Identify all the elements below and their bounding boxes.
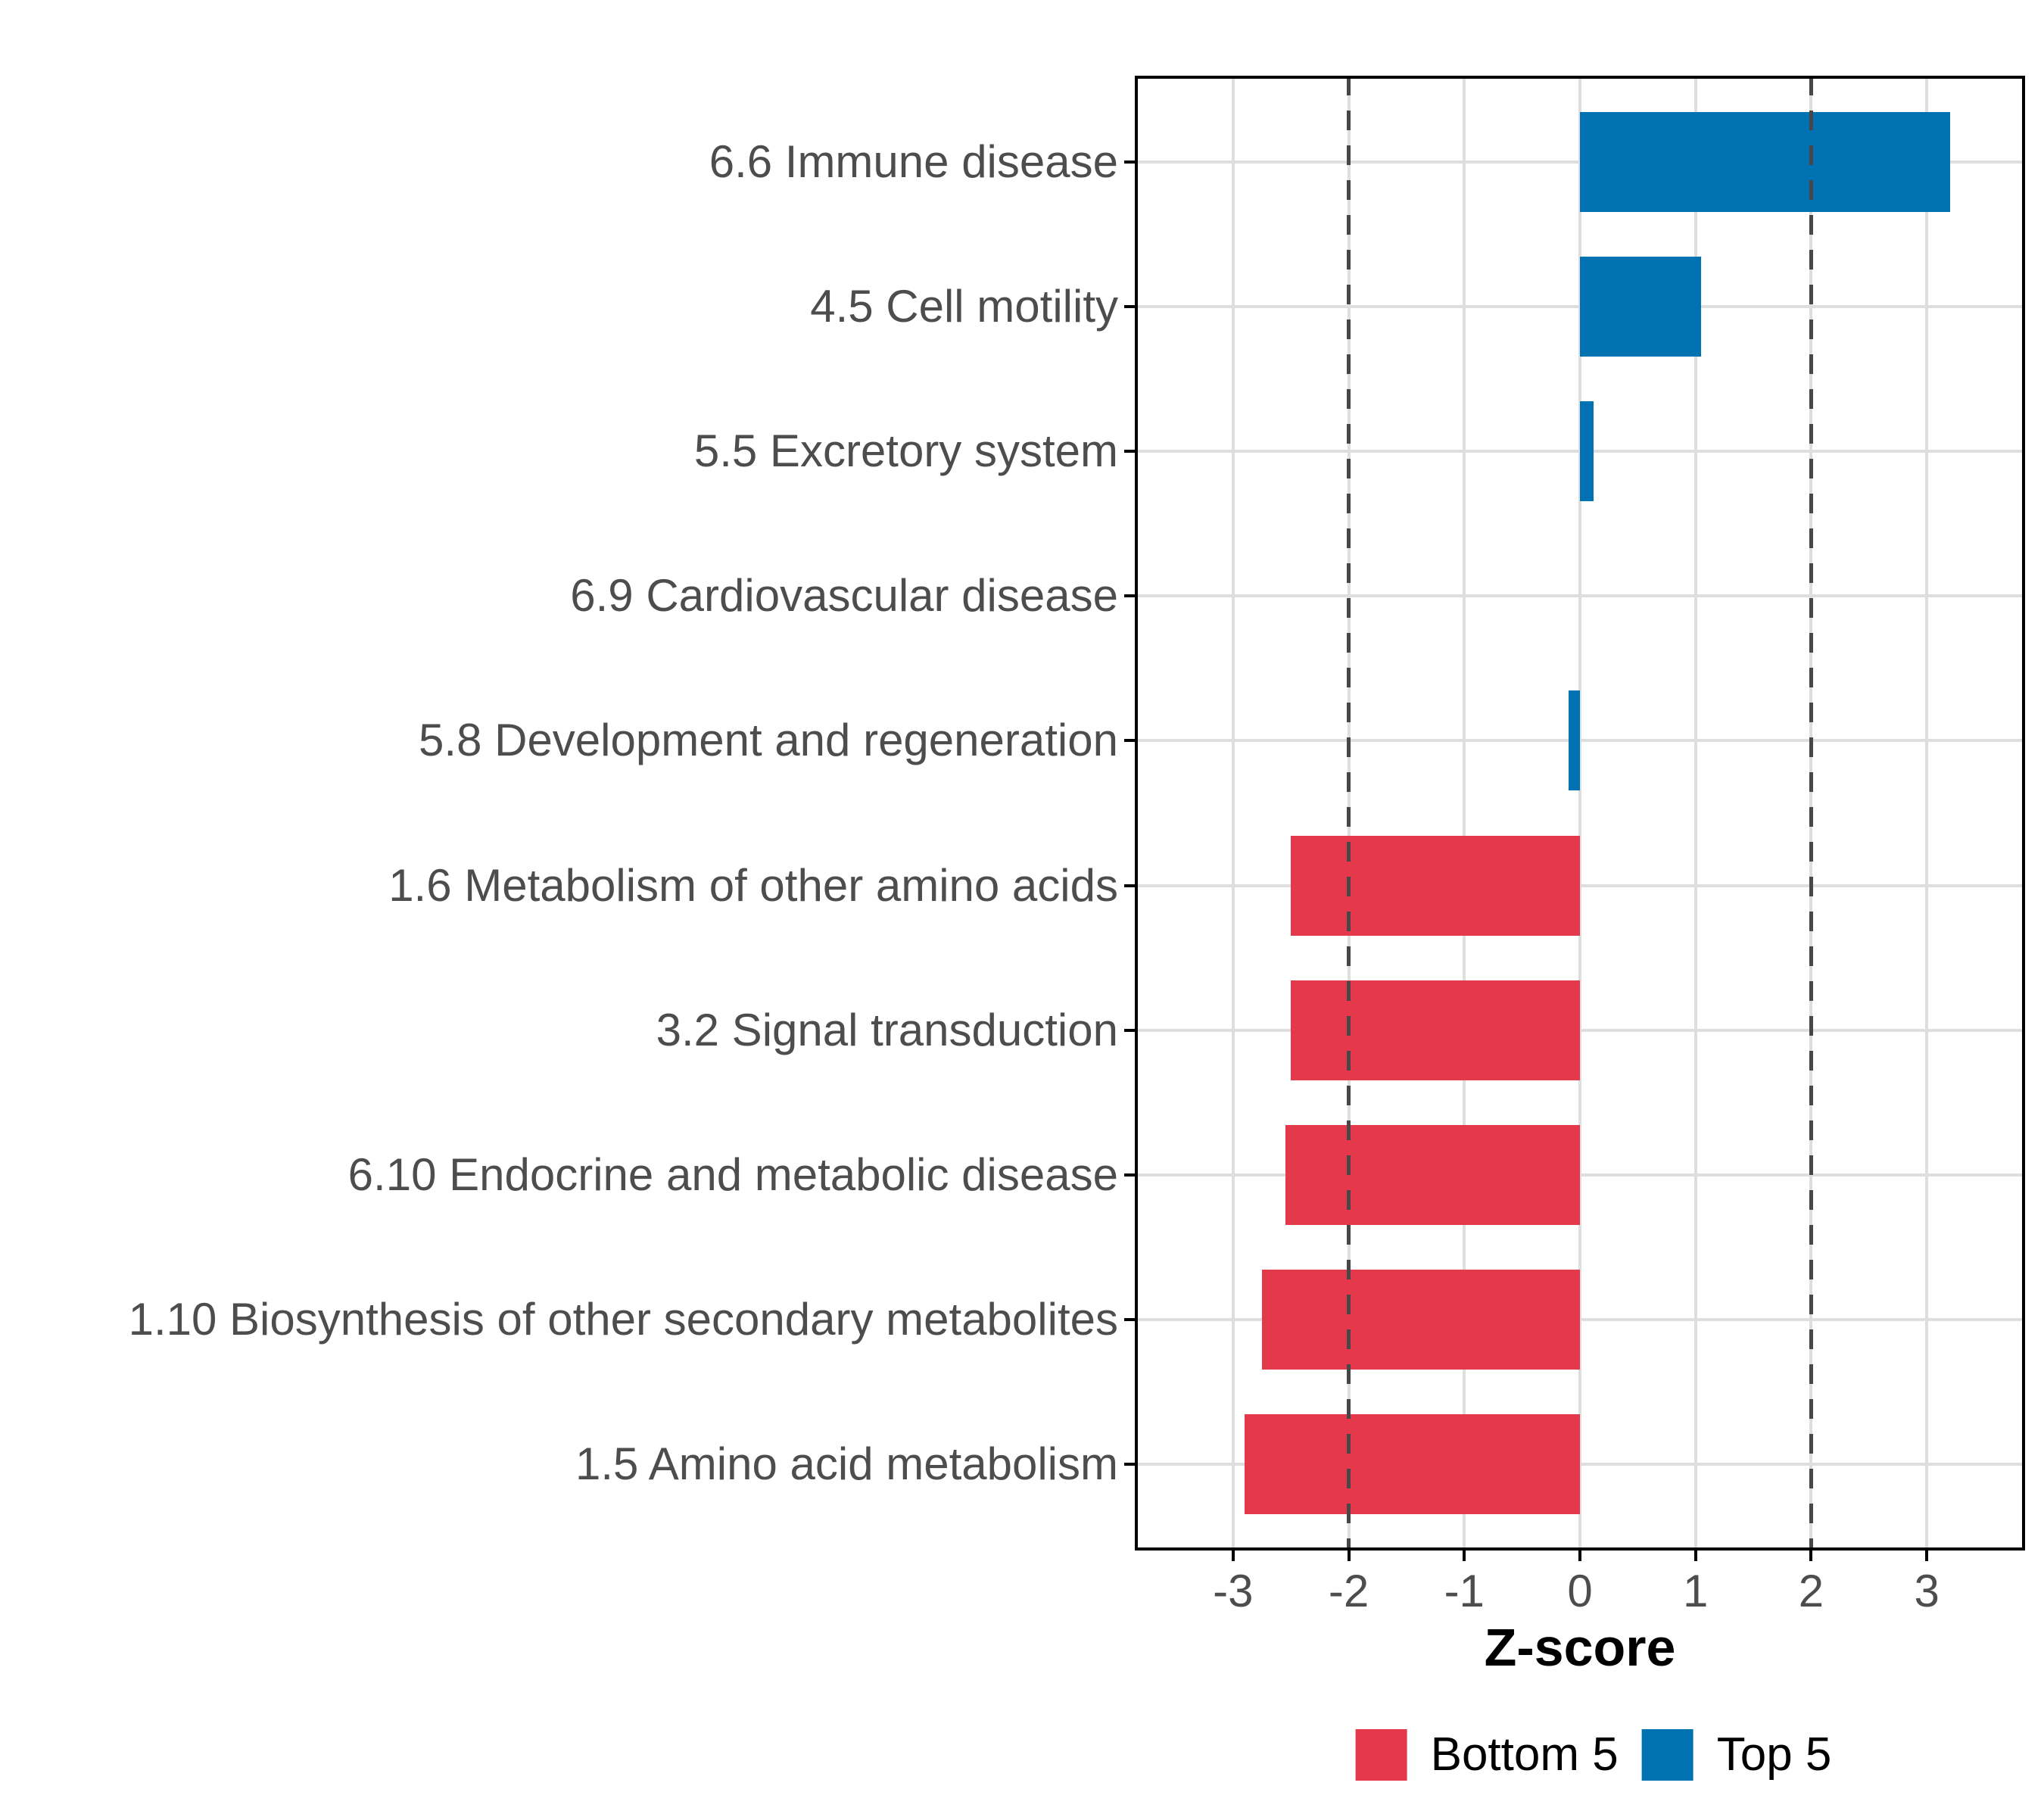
bar-negative	[1285, 1124, 1580, 1225]
x-axis-title: Z-score	[1484, 1618, 1676, 1677]
y-axis-tick	[1124, 884, 1135, 887]
x-tick-label: 2	[1798, 1566, 1824, 1616]
legend-label: Top 5	[1716, 1728, 1832, 1781]
legend-item: Bottom 5	[1355, 1728, 1619, 1781]
category-label: 6.10 Endocrine and metabolic disease	[347, 1148, 1118, 1200]
y-axis-tick	[1124, 161, 1135, 164]
x-tick-label: -1	[1444, 1566, 1485, 1616]
y-axis-tick	[1124, 594, 1135, 598]
x-axis-tick	[1463, 1551, 1466, 1561]
x-tick-label: 1	[1683, 1566, 1709, 1616]
x-tick-label: -3	[1213, 1566, 1254, 1616]
category-label: 5.8 Development and regeneration	[419, 715, 1118, 766]
x-axis-tick	[1231, 1551, 1235, 1561]
reference-line	[1809, 76, 1813, 1551]
category-label: 6.6 Immune disease	[709, 136, 1118, 187]
category-label: 6.9 Cardiovascular disease	[570, 570, 1118, 622]
x-axis-tick	[1809, 1551, 1813, 1561]
legend-label: Bottom 5	[1430, 1728, 1619, 1781]
x-axis-tick	[1925, 1551, 1929, 1561]
gridline-vertical	[1463, 76, 1466, 1551]
y-axis-tick	[1124, 450, 1135, 453]
category-label: 1.10 Biosynthesis of other secondary met…	[128, 1293, 1118, 1345]
legend: Bottom 5 Top 5	[1355, 1728, 1832, 1781]
category-label: 3.2 Signal transduction	[656, 1004, 1118, 1055]
gridline-vertical	[1693, 76, 1697, 1551]
bar-negative	[1291, 835, 1580, 936]
y-axis-tick	[1124, 1463, 1135, 1466]
category-label: 1.6 Metabolism of other amino acids	[388, 859, 1118, 911]
gridline-vertical	[1231, 76, 1235, 1551]
x-axis-tick	[1693, 1551, 1697, 1561]
x-axis-tick	[1578, 1551, 1581, 1561]
bar-positive	[1580, 401, 1594, 502]
y-axis-tick	[1124, 1173, 1135, 1177]
bar-negative	[1568, 690, 1580, 791]
y-axis-tick	[1124, 739, 1135, 743]
bar-positive	[1580, 112, 1950, 212]
gridline-vertical	[1925, 76, 1929, 1551]
bar-positive	[1580, 257, 1702, 357]
y-axis-tick	[1124, 1317, 1135, 1321]
bar-negative	[1262, 1269, 1580, 1370]
x-tick-label: 3	[1914, 1566, 1940, 1616]
legend-swatch	[1355, 1729, 1407, 1781]
x-tick-label: -2	[1328, 1566, 1369, 1616]
legend-swatch	[1641, 1729, 1693, 1781]
category-label: 5.5 Excretory system	[693, 425, 1118, 477]
x-tick-label: 0	[1567, 1566, 1593, 1616]
y-axis-tick	[1124, 305, 1135, 309]
plot-panel	[1135, 76, 2025, 1551]
bar-negative	[1245, 1414, 1580, 1514]
category-label: 1.5 Amino acid metabolism	[575, 1438, 1118, 1489]
gridline-vertical	[1578, 76, 1581, 1551]
reference-line	[1347, 76, 1351, 1551]
category-label: 4.5 Cell motility	[810, 281, 1118, 332]
y-axis-tick	[1124, 1028, 1135, 1032]
x-axis-tick	[1347, 1551, 1351, 1561]
bar-negative	[1291, 980, 1580, 1080]
legend-item: Top 5	[1641, 1728, 1832, 1781]
